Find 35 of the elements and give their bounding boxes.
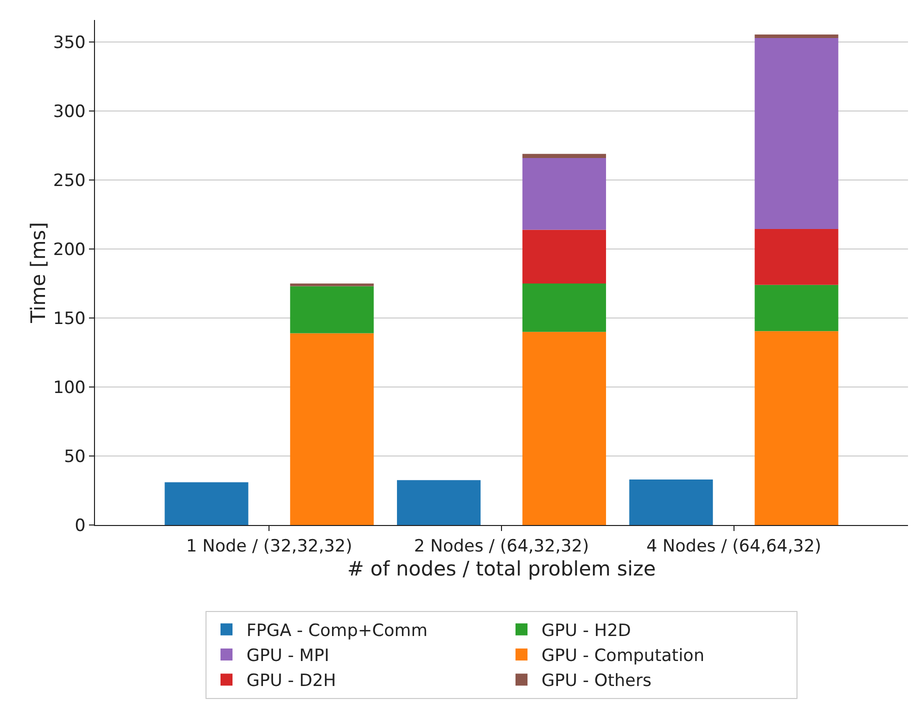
- bar: [754, 284, 838, 332]
- y-tick-label: 50: [64, 446, 86, 467]
- x-tick-label: 1 Node / (32,32,32): [186, 536, 352, 556]
- y-tick-label: 150: [53, 308, 86, 329]
- y-tick-label: 0: [74, 516, 86, 536]
- x-tick-label: 4 Nodes / (64,64,32): [646, 536, 822, 556]
- legend-label: GPU - D2H: [246, 671, 336, 692]
- legend-label: GPU - Computation: [542, 646, 704, 666]
- bar: [522, 230, 606, 284]
- bar: [396, 480, 481, 525]
- bar: [290, 284, 374, 286]
- bar: [522, 284, 606, 332]
- y-axis-title: Time [ms]: [26, 222, 50, 324]
- bar: [754, 229, 838, 285]
- bar: [522, 158, 606, 230]
- x-axis-title: # of nodes / total problem size: [347, 556, 656, 580]
- bar: [164, 482, 248, 525]
- legend-label: GPU - MPI: [246, 646, 330, 666]
- bar: [522, 154, 606, 158]
- bar: [290, 333, 374, 525]
- bar: [754, 331, 838, 525]
- bar: [754, 34, 838, 38]
- bar: [629, 479, 713, 525]
- y-tick-label: 100: [53, 378, 86, 398]
- legend-label: GPU - Others: [542, 671, 652, 692]
- y-tick-label: 350: [53, 33, 86, 54]
- legend-label: FPGA - Comp+Comm: [246, 621, 428, 642]
- bar: [522, 332, 606, 525]
- y-tick-label: 200: [53, 240, 86, 260]
- bar: [754, 38, 838, 230]
- y-tick-label: 250: [53, 171, 86, 191]
- legend-label: GPU - H2D: [542, 621, 631, 642]
- x-tick-label: 2 Nodes / (64,32,32): [414, 536, 589, 556]
- bar: [290, 286, 374, 334]
- y-tick-label: 300: [53, 102, 86, 122]
